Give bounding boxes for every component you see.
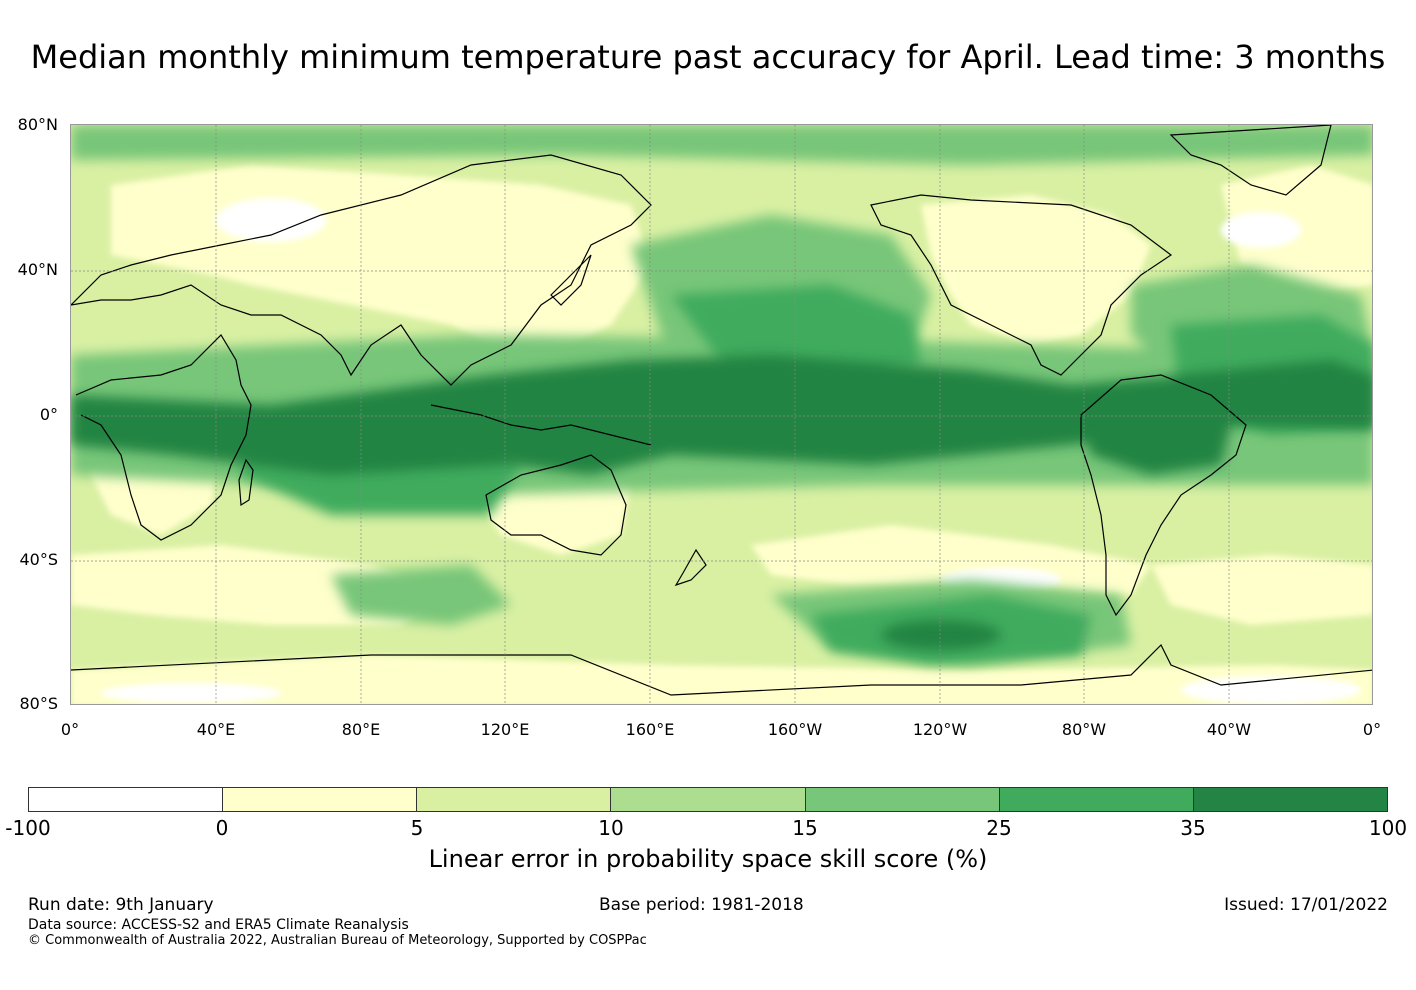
coast-south-america xyxy=(1080,374,1247,617)
negative-skill-areas xyxy=(101,198,1361,704)
graticule xyxy=(71,125,1372,704)
colorbar-segment-0-5 xyxy=(223,788,418,811)
colorbar-tick-25: 25 xyxy=(986,816,1012,840)
lon-label-40e: 40°E xyxy=(196,720,236,739)
coast-new-zealand xyxy=(674,548,707,587)
data-source: Data source: ACCESS-S2 and ERA5 Climate … xyxy=(28,917,409,933)
colorbar-tick-5: 5 xyxy=(410,816,424,840)
white-antarctica-west xyxy=(101,683,281,703)
lon-label-80w: 80°W xyxy=(1061,720,1107,739)
highest-maritime xyxy=(501,405,671,475)
coast-antarctica xyxy=(71,643,1372,696)
skill-map xyxy=(70,124,1373,705)
lat-label-80n: 80°N xyxy=(17,115,58,134)
lat-label-40n: 40°N xyxy=(17,260,58,279)
colorbar-segment-10-15 xyxy=(611,788,806,811)
colorbar-tick-100: 100 xyxy=(1368,816,1408,840)
base-period: Base period: 1981-2018 xyxy=(599,895,804,915)
chart-title: Median monthly minimum temperature past … xyxy=(30,38,1386,76)
lon-label-120w: 120°W xyxy=(912,720,968,739)
lon-label-0-west: 0° xyxy=(60,720,80,739)
lat-label-0: 0° xyxy=(39,405,58,424)
white-north-atlantic xyxy=(1221,212,1301,248)
issued-date: Issued: 17/01/2022 xyxy=(1224,895,1388,915)
white-europe xyxy=(216,198,326,242)
colorbar-tick-0: 0 xyxy=(215,816,229,840)
coast-japan xyxy=(550,254,592,306)
lat-label-40s: 40°S xyxy=(19,550,58,569)
highest-tropical-atlantic xyxy=(1171,360,1372,425)
colorbar-label: Linear error in probability space skill … xyxy=(428,845,988,873)
colorbar-tick-35: 35 xyxy=(1180,816,1206,840)
lon-label-120e: 120°E xyxy=(480,720,530,739)
highest-south-america xyxy=(1081,395,1231,475)
lon-label-160w: 160°W xyxy=(767,720,823,739)
lon-label-0-east: 0° xyxy=(1362,720,1382,739)
map-canvas xyxy=(71,125,1372,704)
colorbar-segment-35-100 xyxy=(1193,788,1387,811)
highest-southern-ocean xyxy=(881,620,1001,650)
pale-south-atlantic xyxy=(1151,555,1372,625)
lat-label-80s: 80°S xyxy=(19,694,58,713)
colorbar-segment-15-25 xyxy=(805,788,1000,811)
mid-indian-south xyxy=(331,565,511,625)
colorbar-segment-25-35 xyxy=(999,788,1194,811)
colorbar-segment-neg100-0 xyxy=(29,788,224,811)
lon-label-160e: 160°E xyxy=(625,720,675,739)
colorbar-tick-15: 15 xyxy=(792,816,818,840)
lon-label-80e: 80°E xyxy=(341,720,381,739)
coastlines xyxy=(71,125,1372,696)
colorbar-tick-10: 10 xyxy=(598,816,624,840)
coast-indonesia xyxy=(430,404,652,446)
lon-label-40w: 40°W xyxy=(1206,720,1252,739)
colorbar-segment-5-10 xyxy=(417,788,612,811)
coast-north-america xyxy=(870,194,1173,376)
pale-north-america xyxy=(921,195,1151,345)
coast-greenland xyxy=(1169,125,1332,196)
copyright: © Commonwealth of Australia 2022, Austra… xyxy=(28,933,647,948)
coast-madagascar xyxy=(238,458,254,507)
highest-equatorial-band xyxy=(71,355,1372,475)
colorbar-tick-neg100: -100 xyxy=(5,816,51,840)
pale-antarctic-band xyxy=(71,655,1372,704)
colorbar xyxy=(28,787,1388,812)
coast-africa xyxy=(75,334,252,541)
coast-europe-asia xyxy=(71,154,652,386)
run-date: Run date: 9th January xyxy=(28,895,214,915)
coast-australia xyxy=(485,454,627,556)
highest-skill-areas xyxy=(71,355,1372,650)
mid-arctic xyxy=(71,125,1372,165)
white-antarctica xyxy=(1181,676,1361,704)
